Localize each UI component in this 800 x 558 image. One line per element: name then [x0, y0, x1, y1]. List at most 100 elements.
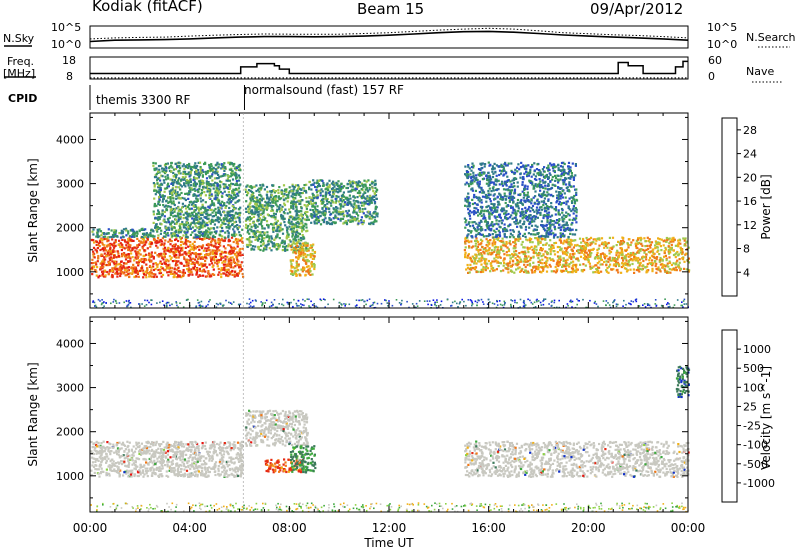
power-cell	[375, 220, 377, 222]
power-cell	[230, 197, 232, 199]
power-cell	[539, 249, 541, 251]
noise-series-nsky	[90, 31, 688, 41]
power-cell	[170, 170, 172, 172]
power-cell	[282, 246, 284, 248]
power-cell	[311, 273, 313, 275]
power-cell	[175, 231, 177, 233]
power-ground-cell	[545, 298, 547, 300]
power-cell	[284, 224, 286, 226]
power-cell	[306, 219, 308, 221]
power-cell	[107, 252, 109, 254]
power-cell	[372, 223, 374, 225]
power-cell	[236, 251, 238, 253]
power-cell	[221, 196, 223, 198]
power-cell	[363, 205, 365, 207]
power-cell	[291, 195, 293, 197]
power-cell	[335, 190, 337, 192]
power-cell	[326, 221, 328, 223]
power-ground-cell	[614, 299, 616, 301]
power-cell	[340, 218, 342, 220]
power-cell	[273, 229, 275, 231]
power-cell	[270, 249, 272, 251]
power-cell	[214, 208, 216, 210]
power-cell	[234, 167, 236, 169]
power-cell	[338, 196, 340, 198]
power-cell	[129, 258, 131, 260]
power-cell	[182, 254, 184, 256]
power-cell	[143, 273, 145, 275]
power-cell	[326, 203, 328, 205]
power-ground-cell	[225, 300, 227, 302]
power-cell	[305, 211, 307, 213]
power-cell	[127, 230, 129, 232]
power-cell	[230, 262, 232, 264]
power-cell	[208, 236, 210, 238]
power-cell	[301, 207, 303, 209]
power-cell	[165, 178, 167, 180]
power-cell	[357, 214, 359, 216]
power-cell	[137, 271, 139, 273]
power-cell	[267, 214, 269, 216]
power-ground-cell	[281, 304, 283, 306]
power-cell	[151, 251, 153, 253]
power-cell	[193, 215, 195, 217]
power-cell	[219, 207, 221, 209]
power-cell	[220, 219, 222, 221]
power-cell	[154, 239, 156, 241]
power-cell	[209, 194, 211, 196]
power-cell	[607, 261, 609, 263]
power-cell	[232, 205, 234, 207]
power-ground-cell	[333, 299, 335, 301]
power-cell	[179, 227, 181, 229]
power-cell	[250, 190, 252, 192]
power-cell	[637, 242, 639, 244]
power-cell	[464, 249, 466, 251]
power-cell	[197, 236, 199, 238]
power-cell	[367, 211, 369, 213]
power-cell	[213, 257, 215, 259]
power-cell	[252, 222, 254, 224]
power-cell	[109, 245, 111, 247]
power-cell	[305, 249, 307, 251]
power-cell	[315, 202, 317, 204]
power-ground-cell	[642, 304, 644, 306]
power-cell	[150, 267, 152, 269]
power-cell	[223, 245, 225, 247]
power-ground-cell	[417, 305, 419, 307]
power-ground-cell	[576, 304, 578, 306]
power-cell	[206, 177, 208, 179]
power-cell	[211, 259, 213, 261]
power-cell	[567, 259, 569, 261]
power-cell	[104, 259, 106, 261]
power-ground-cell	[119, 302, 121, 304]
power-cell	[288, 208, 290, 210]
power-cell	[167, 178, 169, 180]
power-cell	[189, 213, 191, 215]
power-cell	[174, 268, 176, 270]
power-cell	[322, 190, 324, 192]
power-cell	[135, 275, 137, 277]
power-cell	[173, 274, 175, 276]
power-cell	[310, 222, 312, 224]
power-cell	[164, 191, 166, 193]
power-cell	[479, 249, 481, 251]
power-cell	[642, 260, 644, 262]
power-cell	[210, 227, 212, 229]
power-cell	[651, 270, 653, 272]
power-cell	[118, 240, 120, 242]
power-cell	[188, 255, 190, 257]
power-ground-cell	[631, 300, 633, 302]
power-cell	[178, 186, 180, 188]
power-cell	[366, 195, 368, 197]
power-ground-cell	[396, 299, 398, 301]
power-cell	[230, 175, 232, 177]
power-ground-cell	[504, 302, 506, 304]
power-cell	[202, 233, 204, 235]
power-cell	[363, 197, 365, 199]
power-cell	[276, 248, 278, 250]
power-cell	[682, 237, 684, 239]
power-ground-cell	[315, 306, 317, 308]
power-cell	[206, 190, 208, 192]
power-ground-cell	[686, 303, 688, 305]
power-cell	[304, 223, 306, 225]
